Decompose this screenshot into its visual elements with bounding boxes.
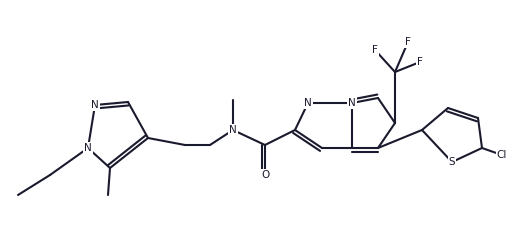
Text: S: S	[449, 157, 455, 167]
Text: O: O	[261, 170, 269, 180]
Text: Cl: Cl	[497, 150, 507, 160]
Text: F: F	[405, 37, 411, 47]
Text: F: F	[417, 57, 423, 67]
Text: N: N	[348, 98, 356, 108]
Text: N: N	[229, 125, 237, 135]
Text: N: N	[84, 143, 92, 153]
Text: N: N	[91, 100, 99, 110]
Text: N: N	[304, 98, 312, 108]
Text: F: F	[372, 45, 378, 55]
